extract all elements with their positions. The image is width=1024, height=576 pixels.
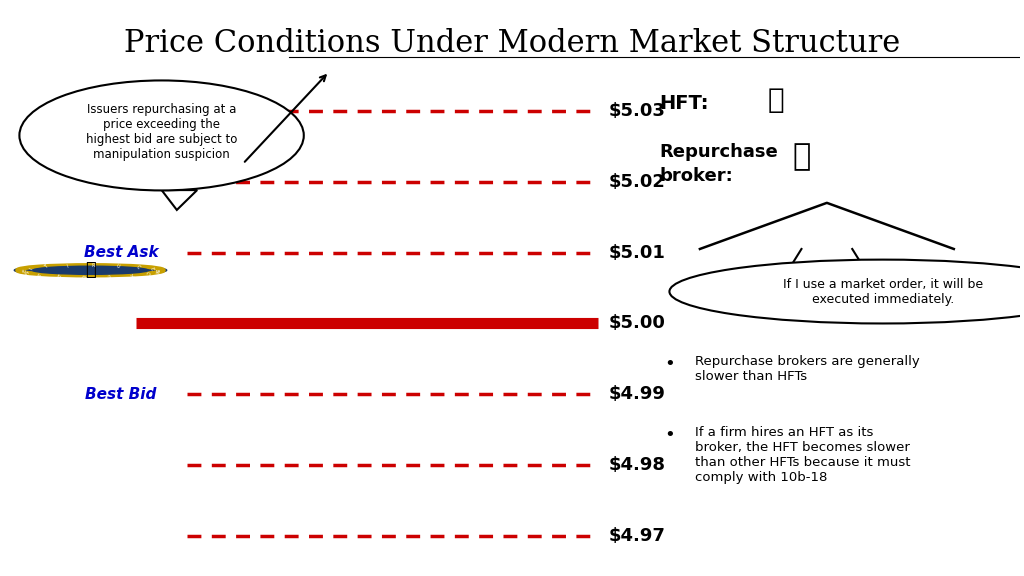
Text: $4.99: $4.99 — [608, 385, 666, 403]
Ellipse shape — [670, 260, 1024, 324]
Ellipse shape — [19, 81, 304, 191]
Text: Issuers repurchasing at a
price exceeding the
highest bid are subject to
manipul: Issuers repurchasing at a price exceedin… — [86, 103, 238, 161]
Text: E: E — [148, 266, 155, 271]
Text: $5.00: $5.00 — [608, 314, 666, 332]
Text: C: C — [135, 264, 141, 270]
Text: N: N — [56, 271, 62, 278]
Polygon shape — [162, 190, 198, 210]
Text: $4.97: $4.97 — [608, 528, 666, 545]
Text: HFT:: HFT: — [659, 94, 709, 113]
Text: 🐢: 🐢 — [793, 142, 811, 171]
Text: If I use a market order, it will be
executed immediately.: If I use a market order, it will be exec… — [782, 278, 983, 305]
Text: E: E — [23, 268, 28, 272]
Text: Repurchase
broker:: Repurchase broker: — [659, 143, 778, 185]
Text: Repurchase brokers are generally
slower than HFTs: Repurchase brokers are generally slower … — [695, 355, 920, 384]
Text: •: • — [665, 426, 675, 444]
Text: D: D — [82, 272, 86, 278]
Text: R: R — [91, 263, 94, 268]
Text: X: X — [128, 271, 134, 277]
Text: 🦤: 🦤 — [768, 86, 784, 114]
Text: $5.01: $5.01 — [608, 244, 666, 262]
Text: C: C — [144, 270, 151, 275]
Text: I: I — [29, 267, 34, 270]
Text: I: I — [67, 263, 70, 268]
Text: 🦅: 🦅 — [85, 260, 96, 279]
Text: Best Ask: Best Ask — [84, 245, 159, 260]
Text: Price Conditions Under Modern Market Structure: Price Conditions Under Modern Market Str… — [124, 28, 900, 59]
Circle shape — [14, 265, 167, 275]
Text: $4.98: $4.98 — [608, 456, 666, 475]
Text: S: S — [154, 268, 159, 272]
Text: U: U — [115, 263, 120, 269]
Text: If a firm hires an HFT as its
broker, the HFT becomes slower
than other HFTs bec: If a firm hires an HFT as its broker, th… — [695, 426, 910, 484]
Text: Best Bid: Best Bid — [85, 387, 157, 402]
Circle shape — [33, 266, 148, 274]
Text: $5.03: $5.03 — [608, 101, 666, 120]
Text: E: E — [106, 272, 111, 278]
Text: T: T — [44, 264, 49, 270]
Text: S: S — [25, 270, 31, 274]
Text: H: H — [154, 268, 159, 273]
Text: $5.02: $5.02 — [608, 173, 666, 191]
Text: •: • — [665, 355, 675, 373]
Text: A: A — [37, 270, 43, 276]
